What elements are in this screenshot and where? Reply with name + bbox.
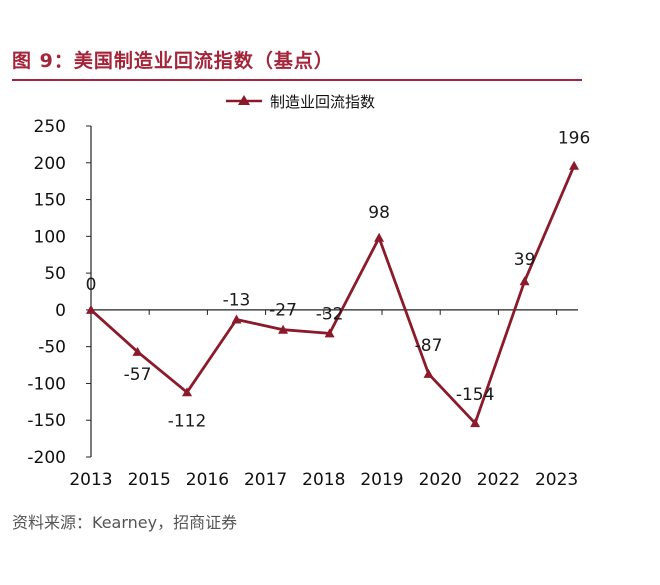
data-label: -57 [124, 365, 152, 385]
series-line [90, 165, 576, 425]
y-tick-label: 100 [34, 227, 66, 247]
y-tick-label: -100 [27, 374, 66, 394]
data-point [231, 314, 242, 324]
legend-series-label: 制造业回流指数 [270, 93, 375, 111]
data-point [470, 418, 481, 428]
data-point [132, 346, 143, 356]
data-point [324, 328, 335, 338]
y-tick-label: -200 [27, 448, 66, 468]
figure-title: 图 9：美国制造业回流指数（基点） [12, 50, 334, 72]
data-label: 39 [514, 250, 536, 270]
x-tick-label: 2023 [535, 470, 578, 490]
y-tick-label: 200 [34, 154, 66, 174]
x-tick-label: 2013 [69, 470, 112, 490]
chart-axes [90, 126, 578, 457]
series-line-group [90, 165, 576, 425]
data-point [569, 160, 580, 170]
data-label: -112 [168, 411, 207, 431]
x-tick-label: 2018 [302, 470, 345, 490]
x-tick-label: 2016 [186, 470, 229, 490]
data-label: -32 [316, 304, 344, 324]
y-tick-label: 150 [34, 191, 66, 211]
y-tick-label: -150 [27, 411, 66, 431]
x-tick-label: 2022 [477, 470, 520, 490]
x-tick-labels: 2013 2015 2016 2017 2018 2019 2020 2022 2023 [69, 309, 578, 490]
data-label: 0 [86, 275, 97, 295]
data-point [423, 368, 434, 378]
data-label: -154 [456, 385, 495, 405]
data-label: -27 [269, 301, 297, 321]
x-tick-label: 2017 [244, 470, 287, 490]
data-labels: 0 -57 -112 -13 -27 -32 98 -87 -154 39 196 [86, 129, 591, 432]
y-tick-label: 0 [55, 301, 66, 321]
source-note: 资料来源：Kearney，招商证券 [12, 513, 238, 532]
data-point [374, 232, 385, 242]
line-chart: 制造业回流指数 250 200 150 100 50 0 -50 -100 -150 -200 2… [27, 93, 591, 490]
data-label: -13 [223, 290, 251, 310]
title-rule [12, 79, 582, 81]
data-label: 98 [368, 203, 390, 223]
x-tick-label: 2019 [360, 470, 403, 490]
chart-legend: 制造业回流指数 [226, 93, 375, 111]
series-markers [86, 160, 580, 428]
data-point [182, 387, 193, 397]
y-tick-label: -50 [38, 338, 66, 358]
data-label: -87 [415, 336, 443, 356]
y-tick-label: 250 [34, 117, 66, 137]
x-tick-label: 2015 [128, 470, 171, 490]
data-label: 196 [558, 129, 590, 149]
data-point [519, 276, 530, 286]
y-tick-labels: 250 200 150 100 50 0 -50 -100 -150 -200 [27, 117, 91, 468]
data-point [86, 304, 96, 314]
x-tick-label: 2020 [419, 470, 462, 490]
data-point [278, 324, 289, 334]
y-tick-label: 50 [44, 264, 66, 284]
